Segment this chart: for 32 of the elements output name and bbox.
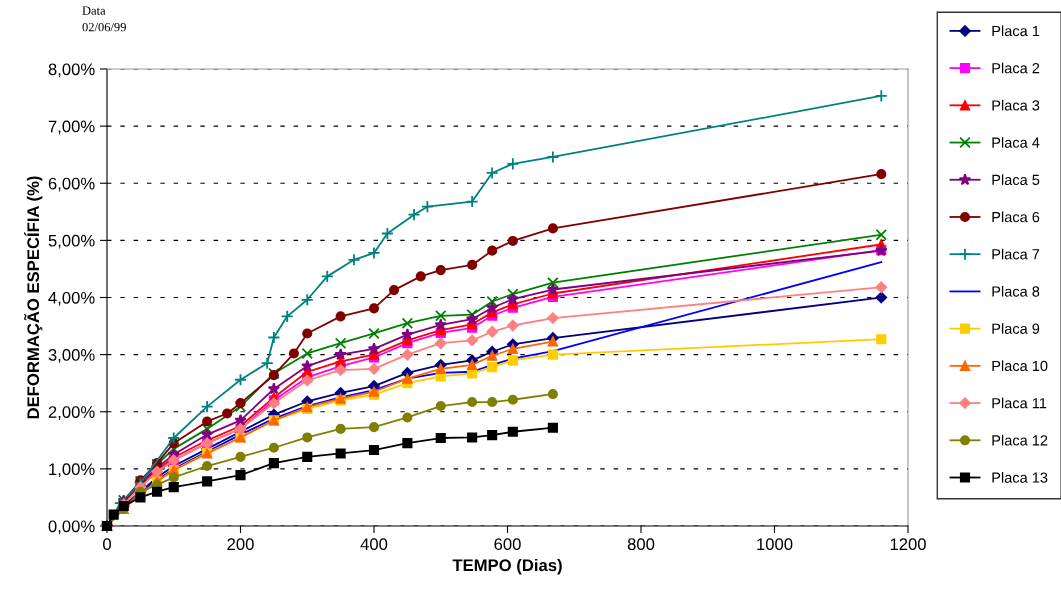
- y-tick-label: 1,00%: [49, 463, 95, 478]
- x-tick-label: 200: [227, 538, 254, 551]
- y-tick-label: 8,00%: [48, 63, 95, 78]
- x-tick-label: 400: [360, 538, 388, 551]
- x-tick-label: 1000: [757, 538, 793, 551]
- legend-label: Placa 2: [992, 62, 1040, 74]
- x-tick-label: 600: [494, 538, 521, 551]
- x-tick-label: 0: [103, 538, 111, 551]
- x-axis-title: TEMPO (Dias): [452, 558, 562, 575]
- legend-label: Placa 12: [992, 434, 1048, 446]
- x-tick-label: 1200: [890, 538, 926, 551]
- y-tick-label: 4,00%: [48, 291, 95, 306]
- legend-label: Placa 3: [992, 99, 1040, 111]
- legend-label: Placa 8: [992, 285, 1040, 297]
- y-tick-label: 5,00%: [48, 234, 95, 249]
- y-tick-label: 6,00%: [48, 177, 95, 192]
- y-tick-label: 7,00%: [48, 120, 95, 135]
- legend-label: Placa 6: [992, 211, 1040, 223]
- legend-label: Placa 5: [992, 174, 1040, 186]
- y-tick-label: 0,00%: [48, 520, 95, 535]
- x-tick-label: 800: [627, 538, 655, 551]
- legend-label: Placa 1: [992, 25, 1040, 37]
- legend-label: Placa 9: [992, 323, 1040, 334]
- legend-label: Placa 10: [992, 360, 1048, 372]
- y-tick-label: 3,00%: [48, 349, 95, 363]
- legend-label: Placa 7: [992, 248, 1040, 260]
- legend-label: Placa 4: [992, 137, 1040, 148]
- y-axis-title: DEFORMAÇÃO ESPECÍFIA (%): [24, 176, 43, 419]
- legend-label: Placa 13: [992, 472, 1048, 483]
- text: Data 02/06/99: [82, 6, 126, 32]
- y-tick-label: 2,00%: [48, 406, 95, 420]
- legend-label: Placa 11: [992, 397, 1047, 409]
